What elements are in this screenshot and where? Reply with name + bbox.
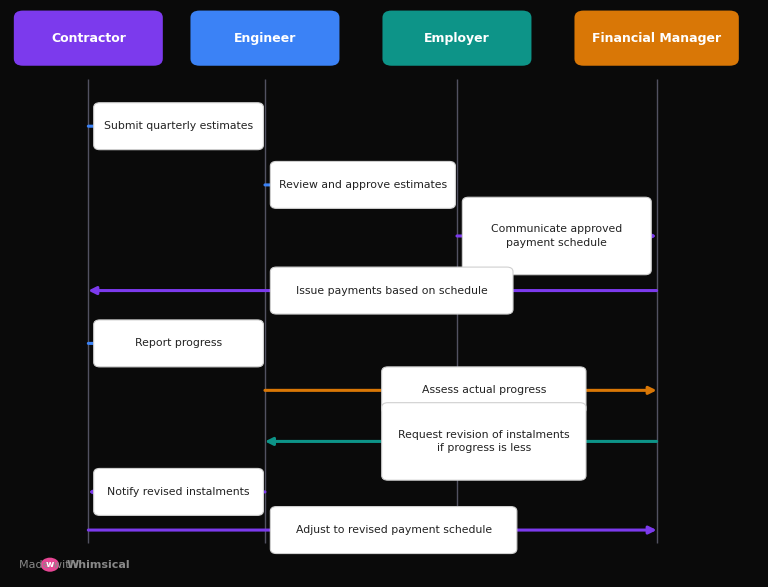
Text: Notify revised instalments: Notify revised instalments bbox=[108, 487, 250, 497]
FancyBboxPatch shape bbox=[382, 403, 586, 480]
FancyBboxPatch shape bbox=[270, 161, 455, 208]
Text: Made with: Made with bbox=[19, 559, 77, 570]
FancyBboxPatch shape bbox=[190, 11, 339, 66]
FancyBboxPatch shape bbox=[14, 11, 163, 66]
Text: Review and approve estimates: Review and approve estimates bbox=[279, 180, 447, 190]
FancyBboxPatch shape bbox=[94, 103, 263, 150]
Text: Issue payments based on schedule: Issue payments based on schedule bbox=[296, 285, 488, 296]
FancyBboxPatch shape bbox=[94, 468, 263, 515]
FancyBboxPatch shape bbox=[270, 267, 513, 314]
Text: Employer: Employer bbox=[424, 32, 490, 45]
Circle shape bbox=[41, 558, 59, 572]
FancyBboxPatch shape bbox=[94, 320, 263, 367]
FancyBboxPatch shape bbox=[574, 11, 739, 66]
FancyBboxPatch shape bbox=[270, 507, 517, 554]
Text: Report progress: Report progress bbox=[135, 338, 222, 349]
Text: Adjust to revised payment schedule: Adjust to revised payment schedule bbox=[296, 525, 492, 535]
FancyBboxPatch shape bbox=[382, 11, 531, 66]
Text: Financial Manager: Financial Manager bbox=[592, 32, 721, 45]
FancyBboxPatch shape bbox=[382, 367, 586, 414]
Text: Engineer: Engineer bbox=[233, 32, 296, 45]
Text: Whimsical: Whimsical bbox=[67, 559, 131, 570]
Text: Contractor: Contractor bbox=[51, 32, 126, 45]
FancyBboxPatch shape bbox=[462, 197, 651, 275]
Text: Communicate approved
payment schedule: Communicate approved payment schedule bbox=[492, 224, 622, 248]
Text: Submit quarterly estimates: Submit quarterly estimates bbox=[104, 121, 253, 131]
Text: Assess actual progress: Assess actual progress bbox=[422, 385, 546, 396]
Text: w: w bbox=[46, 560, 54, 569]
Text: Request revision of instalments
if progress is less: Request revision of instalments if progr… bbox=[398, 430, 570, 453]
